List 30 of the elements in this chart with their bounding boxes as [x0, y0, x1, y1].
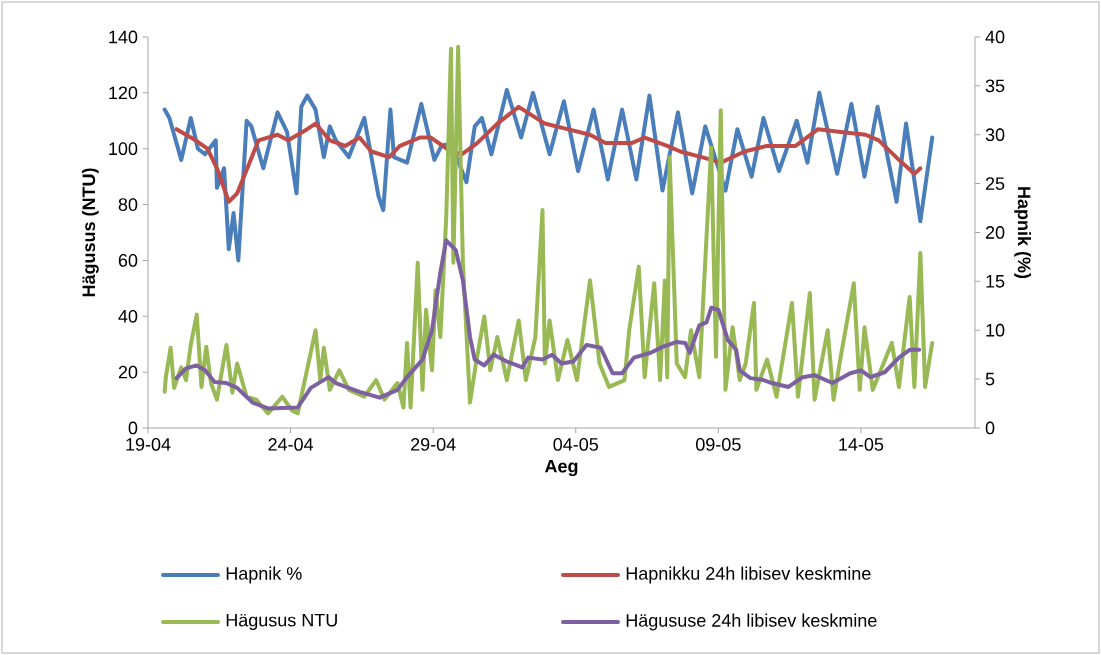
legend-label: Hägusus NTU [226, 613, 337, 631]
y-tick-label: 40 [118, 309, 138, 323]
y2-tick-label: 10 [986, 323, 1005, 337]
x-axis-title: Aeg [544, 459, 578, 477]
y-tick-label: 20 [118, 365, 138, 379]
y-tick-label: 80 [118, 198, 138, 211]
legend-label: Hägususe 24h libisev keskmine [626, 613, 877, 631]
y-axis-title: Hägusus (NTU) [81, 168, 99, 297]
y-tick-label: 60 [118, 254, 138, 267]
x-tick-label: 19-04 [126, 438, 171, 451]
y2-tick-label: 30 [985, 128, 1005, 142]
y2-tick-label: 0 [985, 421, 995, 435]
x-tick-label: 24-04 [268, 438, 314, 451]
y2-tick-label: 40 [985, 30, 1005, 44]
y2-axis-title: Hapnik (%) [1014, 187, 1031, 279]
x-tick-label: 14-05 [839, 438, 884, 451]
y2-tick-label: 15 [986, 275, 1005, 288]
y2-tick-label: 20 [985, 226, 1005, 239]
x-tick-label: 09-05 [696, 438, 741, 451]
legend-label: Hapnikku 24h libisev keskmine [626, 566, 871, 584]
y-tick-label: 100 [109, 142, 138, 156]
y-tick-label: 140 [109, 30, 138, 44]
x-tick-label: 04-05 [553, 438, 599, 451]
legend-label: Hapnik % [226, 566, 302, 584]
y2-tick-label: 5 [985, 372, 995, 386]
y2-tick-label: 35 [985, 79, 1005, 93]
y-tick-label: 120 [109, 86, 138, 100]
y-tick-label: 0 [128, 421, 138, 435]
x-tick-label: 29-04 [411, 438, 456, 451]
y2-tick-label: 25 [985, 177, 1005, 190]
